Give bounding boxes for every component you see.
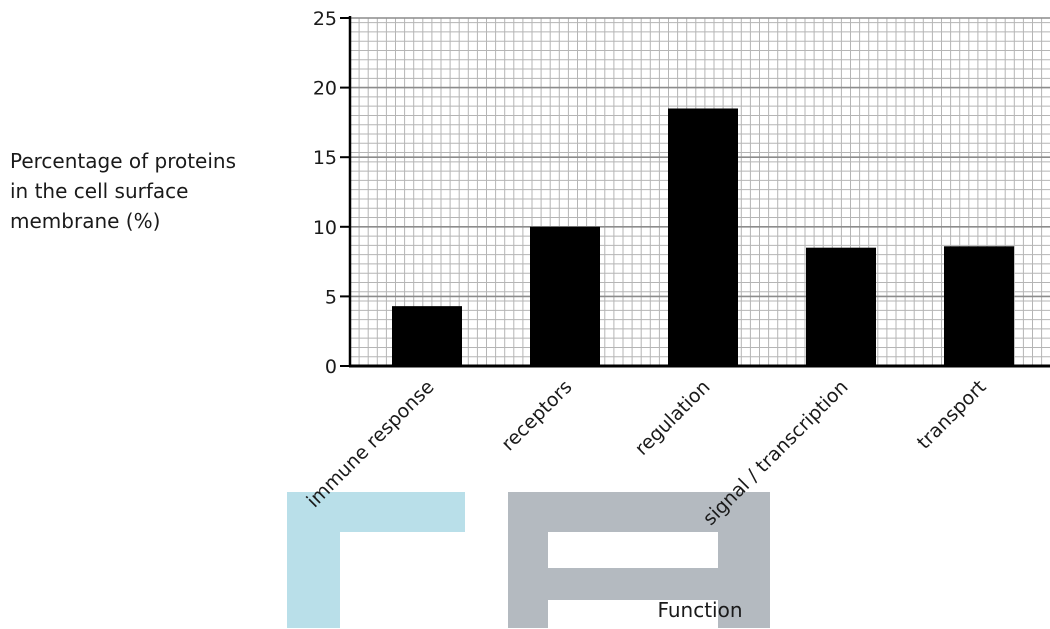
y-axis-label-line-1: Percentage of proteins bbox=[10, 149, 236, 173]
y-axis-label-line-2: in the cell surface bbox=[10, 179, 188, 203]
y-tick-label: 0 bbox=[325, 356, 337, 378]
bar bbox=[530, 227, 600, 366]
x-axis-label: Function bbox=[657, 598, 742, 622]
x-tick-label: immune response bbox=[302, 376, 438, 512]
y-tick-label: 20 bbox=[313, 78, 337, 100]
bars bbox=[392, 108, 1014, 366]
y-tick-label: 25 bbox=[313, 8, 337, 30]
y-tick-label: 5 bbox=[325, 286, 337, 308]
x-tick-label: signal / transcription bbox=[699, 376, 853, 530]
x-tick-label: transport bbox=[913, 376, 991, 454]
x-tick-label: receptors bbox=[497, 376, 576, 455]
y-tick-label: 10 bbox=[313, 217, 337, 239]
y-tick-label: 15 bbox=[313, 147, 337, 169]
y-axis-ticks: 0 5 10 15 20 25 bbox=[313, 8, 350, 378]
bar bbox=[806, 248, 876, 366]
bar bbox=[944, 246, 1014, 366]
bar bbox=[668, 108, 738, 366]
y-axis-label: Percentage of proteins in the cell surfa… bbox=[10, 149, 240, 233]
x-tick-label: regulation bbox=[631, 376, 715, 460]
y-axis-label-line-3: membrane (%) bbox=[10, 209, 160, 233]
bar bbox=[392, 306, 462, 366]
